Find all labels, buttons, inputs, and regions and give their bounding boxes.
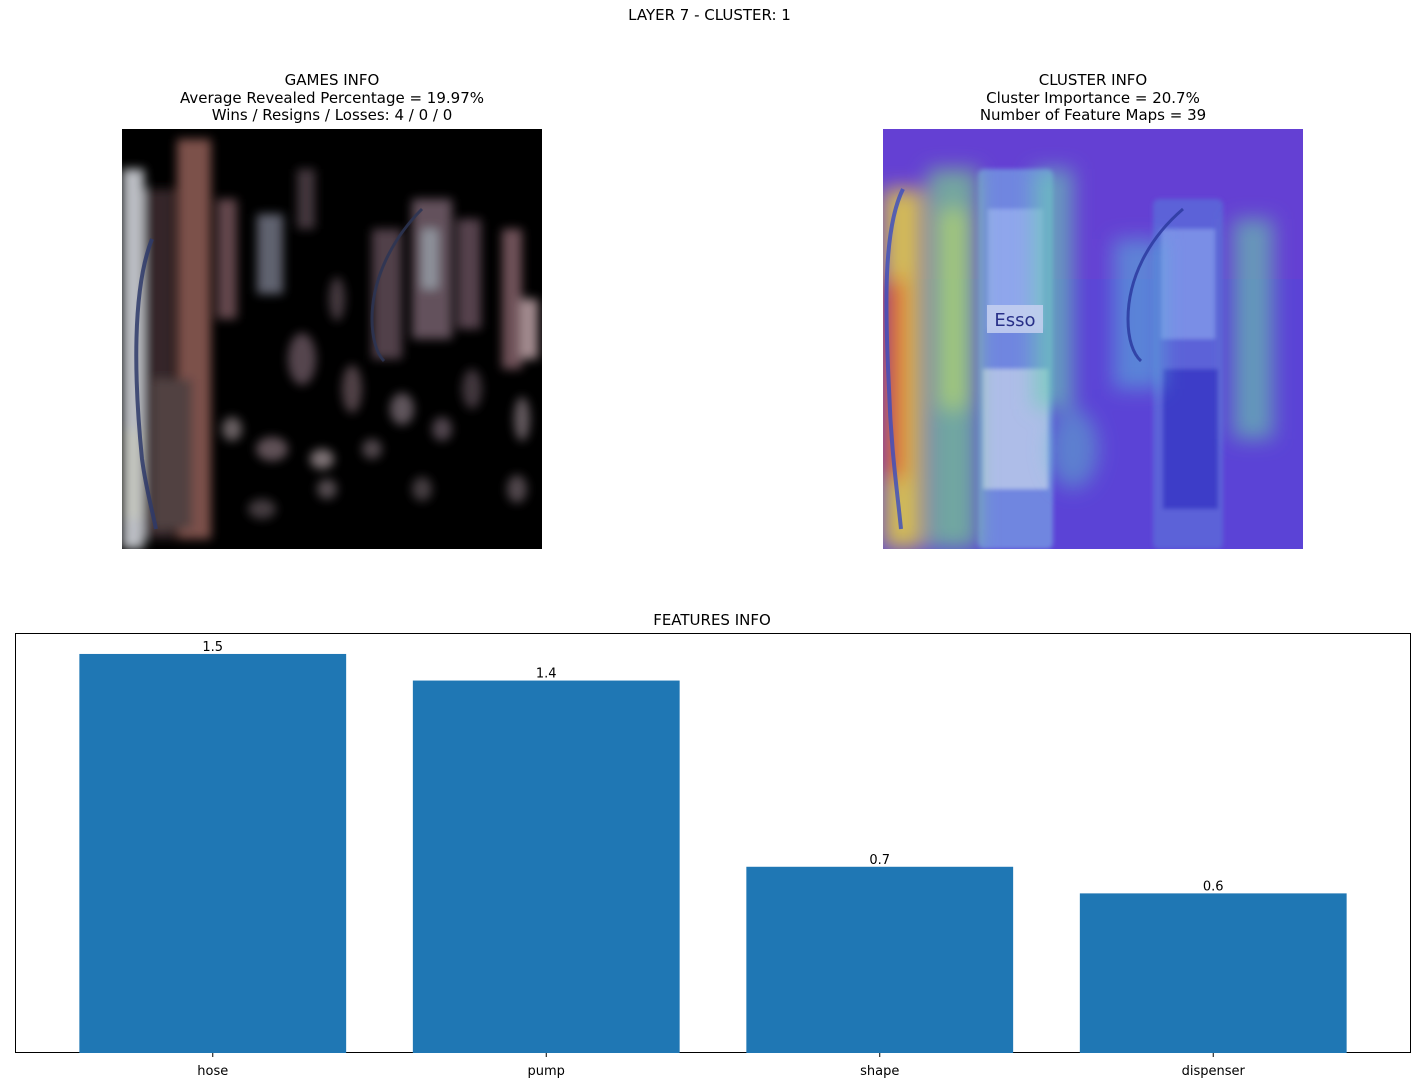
bar-value-label-hose: 1.5 [202, 640, 223, 655]
bar-dispenser [1079, 893, 1347, 1053]
games-info-title: GAMES INFO [284, 71, 380, 89]
heatmap-pump-label: Esso [994, 310, 1035, 331]
bar-value-label-shape: 0.7 [869, 853, 890, 868]
bar-value-label-dispenser: 0.6 [1203, 879, 1224, 894]
figure-suptitle: LAYER 7 - CLUSTER: 1 [628, 6, 791, 24]
cluster-importance: Cluster Importance = 20.7% [986, 88, 1200, 107]
x-tick-label-shape: shape [860, 1064, 899, 1079]
cluster-info-title: CLUSTER INFO [1038, 71, 1148, 89]
average-revealed-percentage: Average Revealed Percentage = 19.97% [179, 88, 484, 107]
bar-hose [79, 653, 347, 1053]
bar-shape [746, 866, 1014, 1053]
revealed-gas-pump-image [122, 129, 542, 549]
x-tick-label-hose: hose [197, 1064, 228, 1079]
games-info-header: GAMES INFO Average Revealed Percentage =… [82, 71, 582, 125]
bar-pump [412, 680, 680, 1053]
chart-axes-frame [15, 633, 1411, 1053]
x-tick-label-pump: pump [528, 1064, 565, 1079]
cluster-info-header: CLUSTER INFO Cluster Importance = 20.7% … [843, 71, 1343, 125]
wins-resigns-losses: Wins / Resigns / Losses: 4 / 0 / 0 [211, 106, 453, 124]
bar-value-label-pump: 1.4 [536, 667, 557, 682]
x-tick-label-dispenser: dispenser [1182, 1064, 1246, 1079]
heatmap-gas-pump-image: Esso [883, 129, 1303, 549]
chart-title: FEATURES INFO [653, 611, 771, 629]
number-of-feature-maps: Number of Feature Maps = 39 [979, 106, 1207, 124]
cluster-heatmap-image: Esso [883, 129, 1303, 549]
revealed-image [122, 129, 542, 549]
